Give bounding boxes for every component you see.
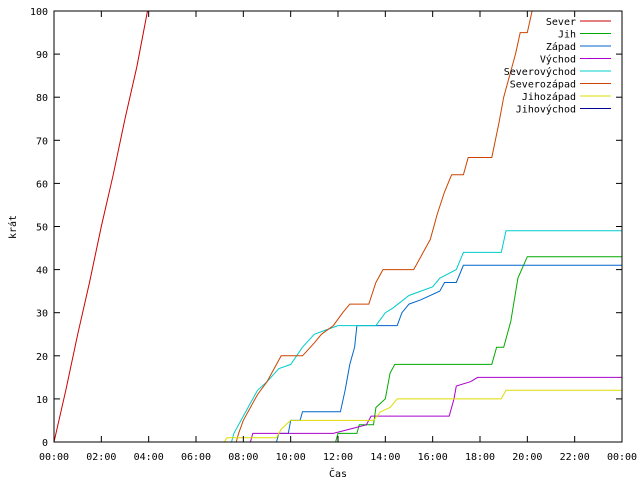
series-line-6 (54, 389, 622, 442)
x-tick-label: 08:00 (228, 452, 258, 463)
x-tick-label: 02:00 (86, 452, 116, 463)
legend-label: Jihovýchod (516, 104, 576, 116)
x-tick-label: 00:00 (39, 452, 69, 463)
y-tick-label: 70 (36, 136, 48, 147)
series-line-4 (54, 230, 622, 442)
series-layer (54, 11, 622, 442)
x-axis-title: Čas (329, 467, 347, 480)
legend-label: Severozápad (510, 79, 576, 91)
y-tick-label: 20 (36, 352, 48, 363)
x-tick-label: 18:00 (465, 452, 495, 463)
y-tick-label: 30 (36, 309, 48, 320)
x-tick-label: 14:00 (370, 452, 400, 463)
y-axis-title: krát (7, 215, 19, 239)
y-tick-label: 40 (36, 266, 48, 277)
x-tick-label: 00:00 (607, 452, 637, 463)
y-tick-label: 0 (42, 438, 48, 449)
x-tick-label: 12:00 (323, 452, 353, 463)
x-tick-label: 20:00 (512, 452, 542, 463)
legend-label: Východ (540, 54, 576, 66)
series-line-0 (54, 11, 148, 442)
x-tick-label: 06:00 (181, 452, 211, 463)
series-line-2 (54, 264, 622, 442)
x-tick-label: 04:00 (134, 452, 164, 463)
legend: Sever JihZápadVýchodSeverovýchodSeverozáp… (504, 17, 611, 116)
series-line-3 (54, 376, 622, 442)
legend-label: Jihozápad (522, 91, 576, 103)
tick-layer: 00:00 02:00 04:00 06:00 08:00 10:00 12:00 14:00… (30, 7, 637, 463)
legend-label: Sever (546, 17, 576, 28)
series-line-5 (54, 11, 533, 442)
series-line-1 (54, 256, 622, 442)
y-tick-label: 60 (36, 179, 48, 190)
x-tick-label: 10:00 (276, 452, 306, 463)
y-tick-label: 50 (36, 223, 48, 234)
legend-label: Severovýchod (504, 66, 576, 78)
legend-label: Jih (558, 30, 576, 41)
y-tick-label: 90 (36, 50, 48, 61)
x-tick-label: 22:00 (560, 452, 590, 463)
x-tick-label: 16:00 (418, 452, 448, 463)
legend-label: Západ (546, 41, 576, 53)
y-tick-label: 10 (36, 395, 48, 406)
y-tick-label: 80 (36, 93, 48, 104)
y-tick-label: 100 (30, 7, 48, 18)
